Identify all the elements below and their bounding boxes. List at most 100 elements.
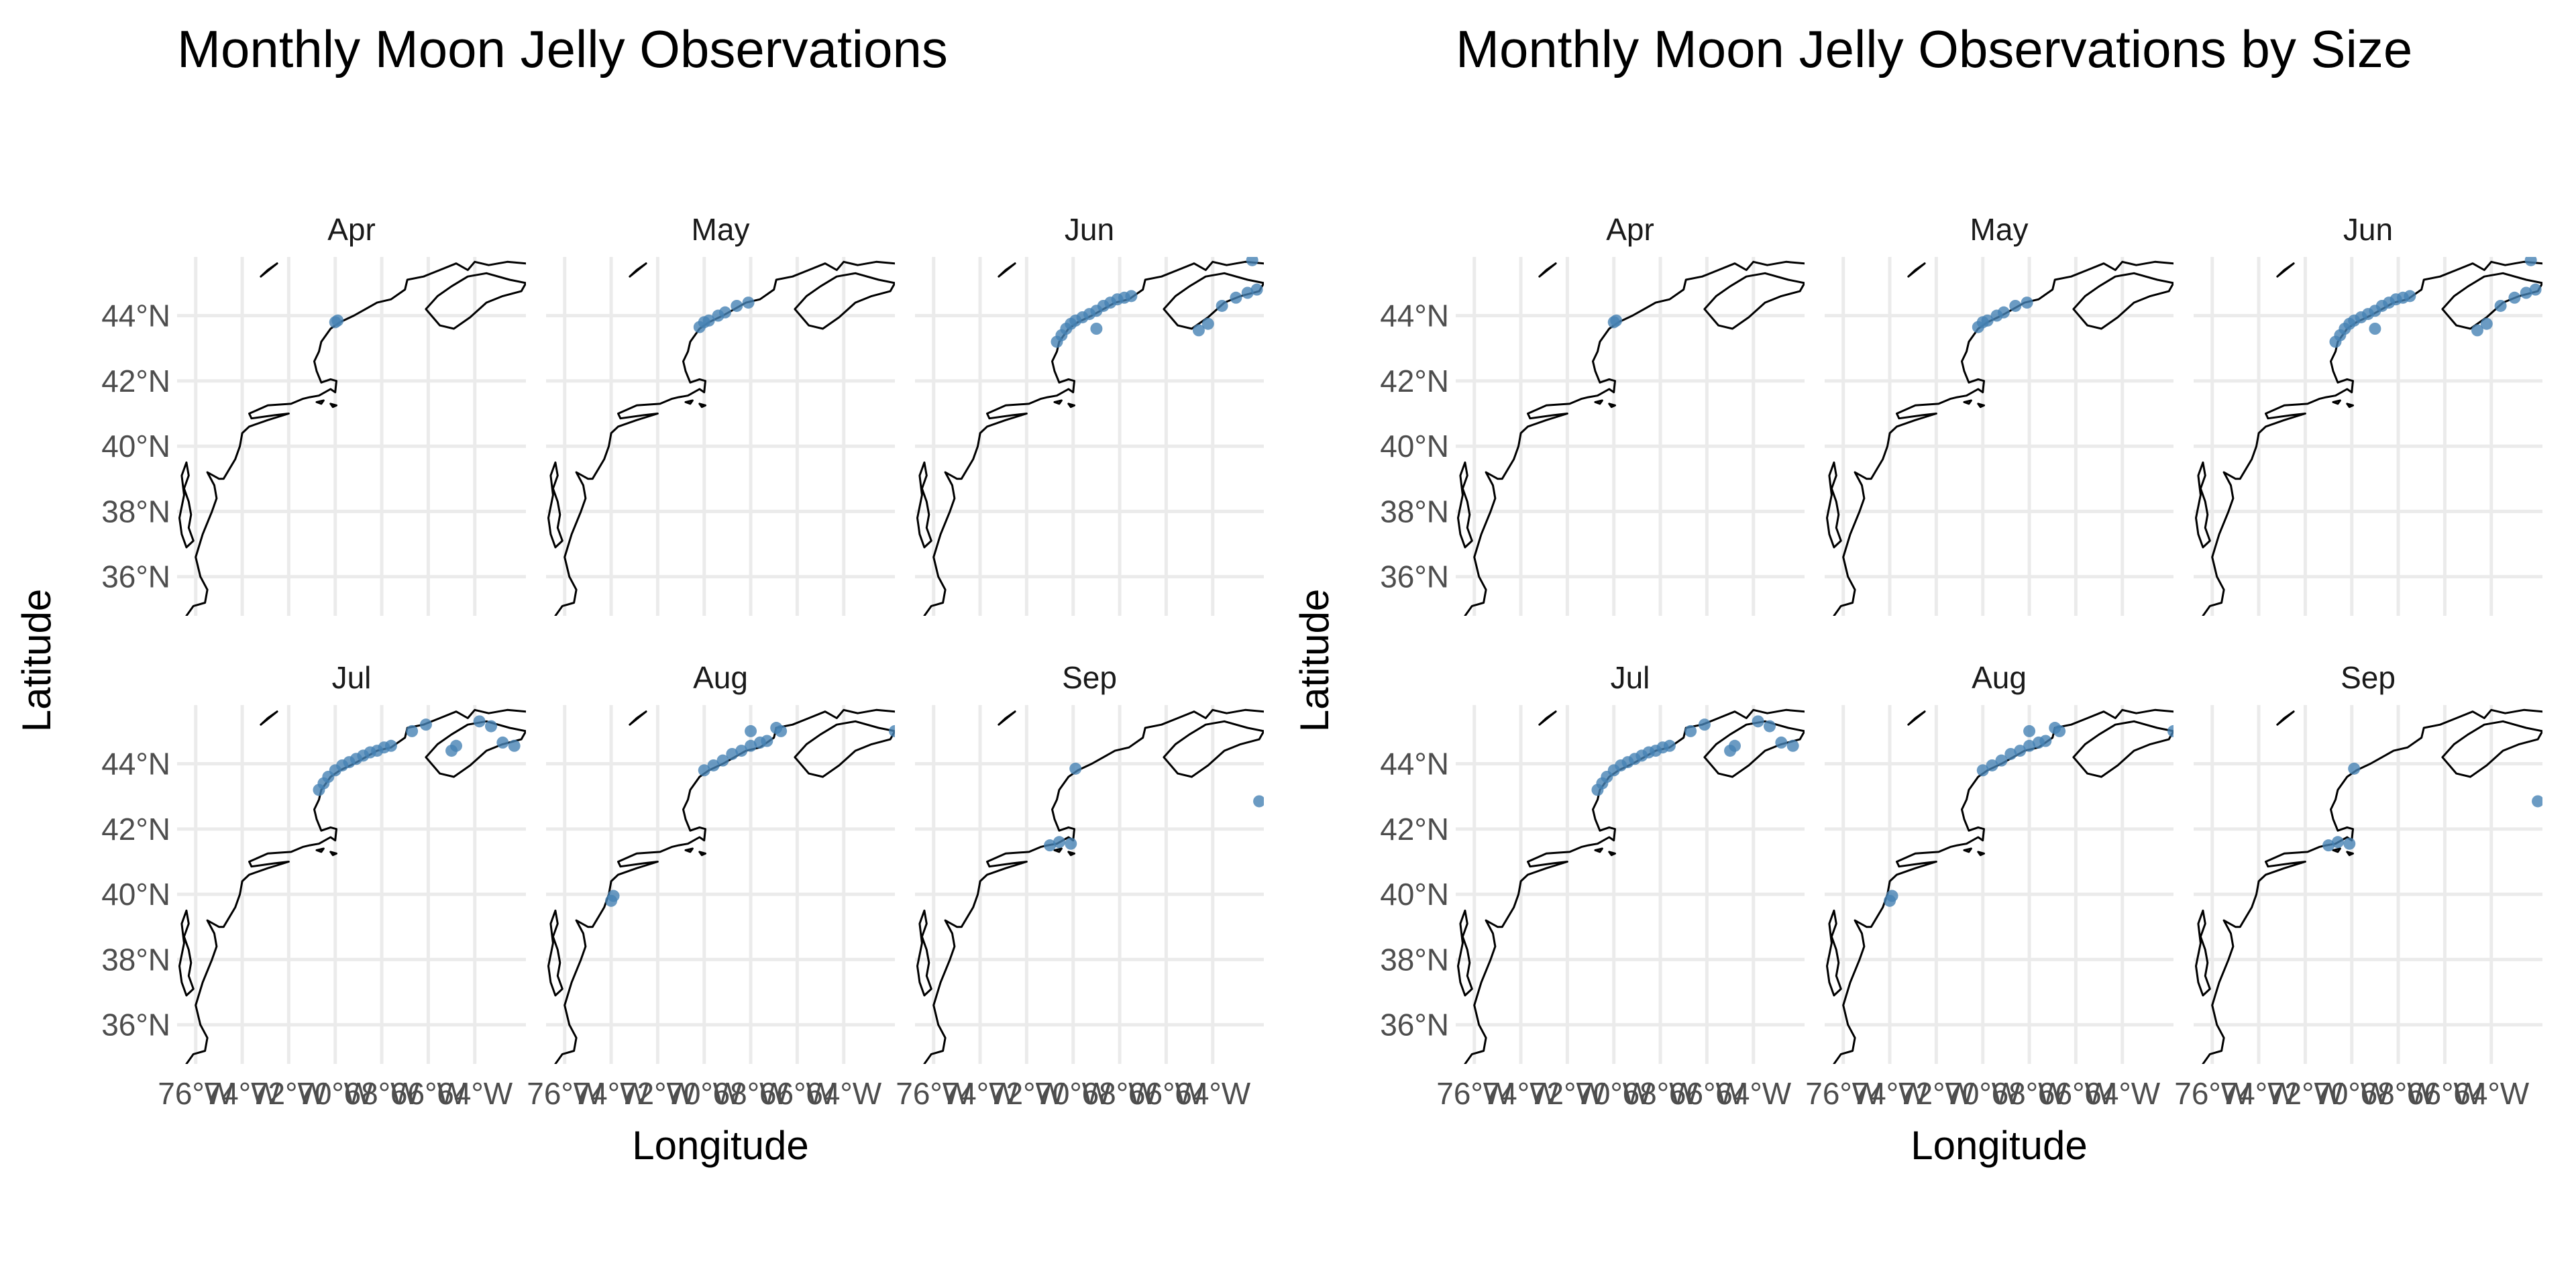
coastline-islet <box>1608 851 1616 857</box>
panel-jul: Jul36°N38°N40°N42°N44°N76°W74°W72°W70°W6… <box>101 660 526 1111</box>
observation-point <box>1069 762 1082 775</box>
y-axis-title: Latitude <box>14 589 59 733</box>
observation-point <box>1786 739 1799 752</box>
coastline-nova-scotia <box>2072 272 2174 330</box>
coastline-bay <box>178 461 195 549</box>
y-tick-label: 38°N <box>101 494 170 529</box>
coastline-islet <box>1594 399 1603 405</box>
facet-label: May <box>1970 212 2029 247</box>
coastline-island <box>629 262 647 278</box>
observation-points <box>329 314 344 329</box>
x-tick-label: 70°W <box>1035 1076 1112 1111</box>
coastline-nova-scotia <box>794 272 895 330</box>
x-tick-label: 76°W <box>2174 1076 2251 1111</box>
observation-points <box>1972 297 2033 333</box>
observation-points <box>1884 722 2174 907</box>
y-tick-label: 44°N <box>101 299 170 333</box>
coastline-islet <box>329 851 337 857</box>
observation-point <box>1090 323 1103 335</box>
x-tick-label: 66°W <box>390 1076 467 1111</box>
x-tick-label: 64°W <box>1715 1076 1792 1111</box>
coastline-mainland <box>1464 260 1805 616</box>
observation-point <box>745 739 757 752</box>
coastline-bay <box>547 909 564 997</box>
y-tick-label: 42°N <box>1380 364 1449 398</box>
y-tick-label: 40°N <box>1380 429 1449 464</box>
coastline-islet <box>1977 851 1985 857</box>
x-tick-label: 76°W <box>1805 1076 1882 1111</box>
observation-point <box>2023 724 2036 737</box>
x-axis-title: Longitude <box>632 1123 809 1168</box>
coastline-mainland <box>185 708 526 1064</box>
observation-point <box>1230 291 1242 304</box>
gridlines <box>1456 705 1805 1064</box>
x-tick-label: 66°W <box>1128 1076 1205 1111</box>
observation-point <box>2331 836 2344 849</box>
coastline-nova-scotia <box>425 272 526 330</box>
y-tick-label: 38°N <box>1380 942 1449 977</box>
gridlines <box>1456 257 1805 616</box>
observation-point <box>1241 286 1254 299</box>
coastline-nova-scotia <box>2441 720 2542 778</box>
panel-sep: Sep 76°W74°W72°W70°W68°W66°W64°W <box>2174 660 2542 1111</box>
coastline-islet <box>2346 851 2354 857</box>
x-tick-label: 72°W <box>1898 1076 1975 1111</box>
observation-point <box>2053 724 2066 737</box>
coastline-bay <box>1457 909 1473 997</box>
coastline-island <box>260 710 278 726</box>
x-tick-label: 68°W <box>713 1076 790 1111</box>
observation-point <box>2343 837 2356 850</box>
observation-point <box>1044 839 1057 852</box>
observation-point <box>742 297 755 309</box>
coastline-island <box>629 710 647 726</box>
y-tick-label: 36°N <box>101 1008 170 1042</box>
x-tick-label: 68°W <box>1082 1076 1159 1111</box>
panel-jun: Jun <box>915 212 1264 616</box>
facet-label: Jun <box>2343 212 2393 247</box>
coastline-bay <box>916 909 932 997</box>
x-tick-label: 74°W <box>1483 1076 1560 1111</box>
observation-point <box>2494 299 2507 312</box>
observation-point <box>450 739 462 752</box>
coastline-island <box>2276 710 2295 726</box>
coastline <box>178 708 526 1064</box>
observation-point <box>496 736 509 749</box>
coastline-nova-scotia <box>1703 272 1805 330</box>
observation-point <box>2009 299 2022 312</box>
panel-aug: Aug 76°W74°W72°W70°W68°W66°W64°W <box>1805 660 2174 1111</box>
coastline-bay <box>1826 909 1842 997</box>
observation-point <box>707 759 720 771</box>
y-tick-label: 42°N <box>101 364 170 398</box>
x-tick-label: 76°W <box>158 1076 234 1111</box>
observation-point <box>2167 724 2174 737</box>
observation-point <box>1995 754 2008 767</box>
coastline-bay <box>2195 909 2211 997</box>
coastline-island <box>1538 262 1557 278</box>
x-tick-label: 68°W <box>2361 1076 2437 1111</box>
x-tick-label: 70°W <box>1945 1076 2021 1111</box>
y-tick-label: 40°N <box>1380 877 1449 912</box>
panel-apr: Apr 36°N 38°N 40°N 42°N 44°N <box>1380 212 1805 616</box>
coastline-bay <box>1457 461 1473 549</box>
x-tick-label: 72°W <box>1529 1076 1606 1111</box>
coastline-bay <box>547 461 564 549</box>
observation-points <box>605 722 895 907</box>
facet-label: Jun <box>1065 212 1114 247</box>
x-tick-label: 76°W <box>896 1076 972 1111</box>
y-tick-label: 40°N <box>101 429 170 464</box>
observation-point <box>1250 283 1263 296</box>
observation-point <box>605 894 618 907</box>
observation-point <box>1775 736 1788 749</box>
coastline-islet <box>1594 847 1603 853</box>
facet-label: May <box>692 212 750 247</box>
coastline-islet <box>2346 402 2354 409</box>
observation-point <box>1065 837 1077 850</box>
panel-aug: Aug 76°W74°W72°W70°W68°W66°W64°W <box>527 660 895 1111</box>
coastline-bay <box>178 909 195 997</box>
chart-1: Monthly Moon Jelly Observations Apr 36°N 38… <box>14 19 1264 1168</box>
gridlines <box>915 705 1264 1064</box>
observation-point <box>2480 317 2493 330</box>
coastline-island <box>1538 710 1557 726</box>
observation-point <box>2021 297 2033 309</box>
observation-point <box>889 724 895 737</box>
